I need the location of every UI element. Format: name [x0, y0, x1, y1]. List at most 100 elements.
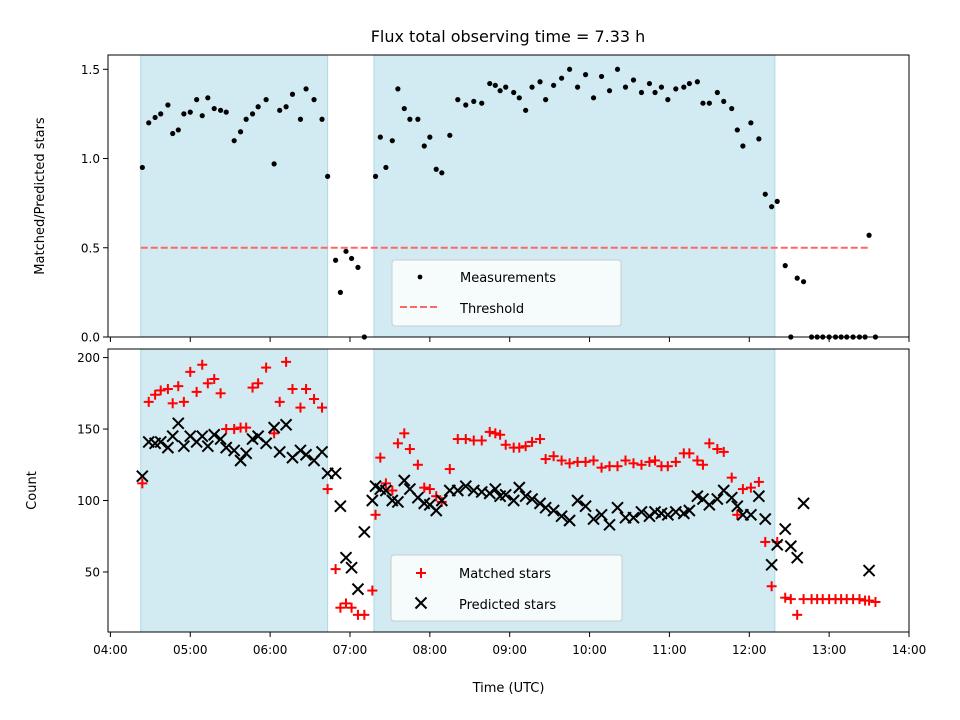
cross-stroke — [172, 417, 185, 430]
count-panel: 50 100 150 200 04:00 05:00 06:00 07:00 08:00 09:… — [25, 348, 927, 696]
predicted-star-point — [358, 525, 371, 539]
predicted-star-point — [563, 514, 576, 527]
predicted-star-point — [227, 444, 241, 457]
observing-band — [140, 54, 329, 338]
measurement-point — [471, 98, 477, 105]
matched-star-point — [359, 609, 370, 620]
cross-stroke — [334, 500, 347, 513]
measurement-point — [638, 89, 645, 96]
measurement-point — [187, 109, 193, 115]
measurement-point — [319, 116, 325, 122]
cross-stroke — [299, 448, 313, 461]
predicted-star-point — [267, 421, 281, 434]
matched-star-point — [424, 484, 435, 495]
cross-stroke — [648, 505, 662, 519]
predicted-star-point — [391, 495, 405, 509]
measurement-point — [511, 89, 517, 96]
cross-stroke — [696, 492, 710, 506]
measurement-point — [681, 84, 687, 90]
cross-stroke — [691, 490, 704, 503]
measurement-point — [303, 86, 309, 92]
measurement-point — [714, 89, 720, 96]
bottom-legend: Matched stars Predicted stars — [390, 554, 623, 622]
cross-stroke — [351, 582, 365, 596]
predicted-star-point — [771, 538, 784, 552]
bottom-y-axis-label: Count — [25, 471, 40, 510]
matched-star-point — [514, 442, 525, 453]
matched-star-point — [718, 446, 729, 457]
bottom-axes-frame — [107, 348, 910, 633]
measurement-point — [297, 116, 304, 122]
cross-stroke — [563, 514, 576, 527]
matched-star-point — [692, 455, 703, 466]
predicted-star-point — [611, 501, 624, 514]
predicted-star-point — [790, 551, 804, 564]
measurement-point — [421, 143, 427, 149]
cross-stroke — [418, 497, 431, 510]
measurement-point — [740, 143, 746, 149]
matched-star-point — [281, 356, 292, 367]
top-axes-frame — [107, 54, 910, 338]
matched-star-point — [295, 402, 306, 413]
bottom-y-ticks: 50 100 150 200 — [77, 351, 108, 579]
measurement-point — [255, 104, 261, 110]
x-tick-label: 14:00 — [892, 643, 927, 657]
predicted-star-points — [136, 417, 876, 596]
matched-star-point — [375, 452, 386, 463]
matched-star-point — [444, 464, 455, 475]
matched-star-point — [261, 362, 272, 373]
measurement-point — [237, 129, 244, 135]
top-legend: Measurements Threshold — [391, 259, 622, 327]
cross-stroke — [339, 551, 353, 564]
matched-star-point — [662, 461, 673, 472]
cross-stroke — [519, 490, 532, 503]
cross-stroke — [177, 439, 191, 453]
measurement-point — [415, 116, 421, 122]
matched-star-point — [864, 595, 875, 606]
predicted-star-point — [703, 498, 716, 512]
measurement-point — [630, 77, 637, 83]
measurement-point — [529, 84, 535, 90]
cross-stroke — [391, 495, 405, 509]
measurement-point — [769, 204, 775, 210]
matched-star-point — [596, 462, 607, 473]
matched-star-point — [548, 451, 559, 462]
cross-stroke — [655, 507, 668, 520]
measurement-point — [243, 116, 249, 122]
predicted-star-point — [587, 512, 600, 526]
measurement-point — [782, 263, 788, 269]
y-tick-label: 200 — [77, 351, 100, 365]
cross-stroke — [703, 498, 716, 512]
matched-star-point — [785, 594, 796, 605]
predicted-star-point — [154, 435, 167, 449]
predicted-star-point — [366, 494, 379, 507]
measurement-point — [283, 104, 289, 110]
cross-stroke — [571, 494, 584, 507]
measurement-point — [205, 95, 211, 101]
x-tick-label: 13:00 — [812, 643, 847, 657]
matched-star-point — [412, 459, 423, 470]
cross-stroke — [136, 469, 149, 483]
measurement-point — [355, 264, 361, 270]
predicted-star-point — [398, 474, 411, 487]
measurement-point — [325, 173, 331, 179]
measurement-point — [516, 95, 522, 101]
matched-star-point — [215, 388, 226, 399]
matched-star-point — [317, 402, 328, 413]
matched-star-point — [476, 435, 487, 446]
matched-star-point — [854, 594, 865, 605]
measurement-point — [734, 127, 740, 133]
cross-stroke — [142, 435, 155, 449]
predicted-star-point — [161, 441, 175, 454]
cross-stroke — [683, 504, 696, 517]
predicted-star-point — [273, 445, 286, 459]
matched-star-point — [500, 439, 511, 450]
predicted-star-point — [299, 448, 313, 461]
matched-star-point — [650, 455, 661, 466]
predicted-star-point — [451, 484, 464, 497]
predicted-star-point — [166, 429, 179, 443]
measurement-point — [762, 191, 768, 197]
cross-stroke — [329, 467, 342, 480]
predicted-star-point — [539, 501, 552, 514]
predicted-star-point — [234, 454, 247, 467]
